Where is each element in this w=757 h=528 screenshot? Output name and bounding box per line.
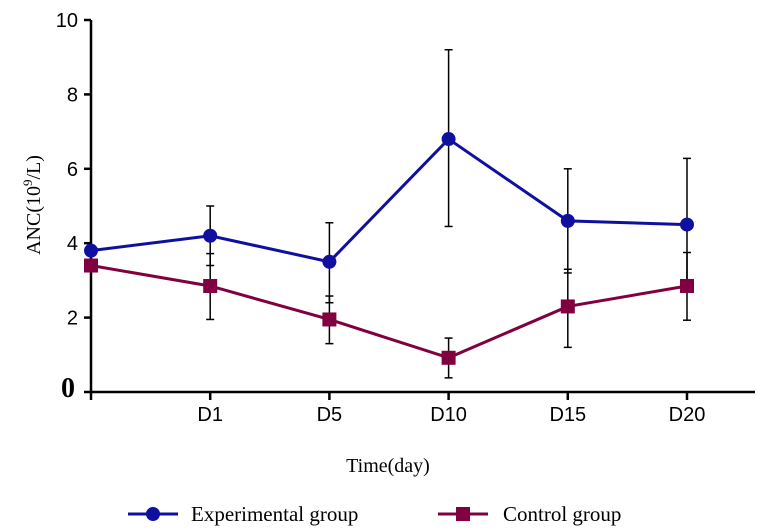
legend-marker-control [456, 507, 470, 521]
y-axis-title-main: ANC(10 [23, 186, 45, 255]
y-axis-title-sup: 9 [20, 180, 35, 187]
data-point-experimental [322, 254, 337, 269]
legend-label-experimental: Experimental group [191, 502, 358, 526]
y-tick-label: 4 [67, 233, 78, 255]
series-lines [90, 137, 688, 360]
x-tick-label: D1 [197, 404, 223, 426]
data-point-experimental [680, 217, 694, 232]
y-axis-title: ANC(109/L) [20, 155, 45, 255]
x-tick-label: D15 [549, 404, 586, 426]
y-tick-label: 10 [56, 10, 78, 32]
y-tick-label: 6 [67, 159, 78, 181]
y-axis-title-tail: /L) [23, 155, 45, 179]
x-tick-label: D5 [317, 404, 343, 426]
data-point-control [441, 350, 456, 365]
error-bars [206, 49, 691, 379]
data-point-control [322, 312, 337, 327]
x-axis-title: Time(day) [346, 455, 430, 477]
legend-marker-experimental [146, 507, 160, 521]
legend-label-control: Control group [503, 502, 621, 526]
series-line-control [90, 264, 688, 360]
x-tick-label: D10 [430, 404, 467, 426]
y-tick-label: 8 [67, 84, 78, 106]
x-tick-label: D20 [669, 404, 706, 426]
y-tick-label: 2 [67, 308, 78, 330]
axes [89, 20, 755, 394]
x-ticks: D1 D5 D10 D15 D20 [89, 392, 706, 426]
legend-item-control: Control group [438, 502, 621, 526]
data-point-control [560, 299, 575, 314]
data-point-control [203, 278, 218, 293]
series-line-experimental [90, 137, 688, 264]
data-point-experimental [441, 132, 456, 147]
data-point-experimental [84, 243, 98, 258]
series-markers [84, 132, 694, 365]
data-point-experimental [203, 228, 218, 243]
legend-item-experimental: Experimental group [128, 502, 358, 526]
data-point-control [84, 258, 98, 273]
data-point-experimental [560, 213, 575, 228]
y-ticks: 0 2 4 6 8 10 [56, 10, 91, 404]
data-point-control [680, 278, 694, 293]
legend: Experimental group Control group [128, 502, 621, 526]
y-tick-label: 0 [61, 373, 75, 404]
